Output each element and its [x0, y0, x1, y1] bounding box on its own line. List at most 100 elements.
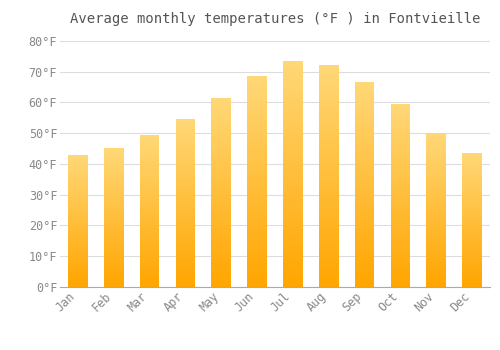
- Bar: [104, 238, 124, 240]
- Bar: [283, 104, 303, 106]
- Bar: [426, 141, 446, 142]
- Bar: [247, 194, 267, 196]
- Bar: [140, 152, 160, 153]
- Bar: [140, 197, 160, 198]
- Bar: [212, 274, 231, 276]
- Bar: [390, 170, 410, 172]
- Bar: [390, 234, 410, 236]
- Bar: [176, 146, 196, 148]
- Bar: [140, 168, 160, 170]
- Bar: [68, 248, 88, 250]
- Bar: [354, 138, 374, 140]
- Bar: [462, 284, 482, 286]
- Bar: [140, 244, 160, 246]
- Bar: [390, 192, 410, 194]
- Bar: [462, 253, 482, 255]
- Bar: [354, 130, 374, 131]
- Bar: [462, 162, 482, 164]
- Bar: [319, 161, 338, 163]
- Bar: [283, 147, 303, 149]
- Bar: [247, 192, 267, 194]
- Bar: [426, 186, 446, 187]
- Bar: [68, 159, 88, 160]
- Bar: [104, 219, 124, 220]
- Bar: [176, 121, 196, 122]
- Bar: [390, 271, 410, 272]
- Bar: [68, 165, 88, 167]
- Bar: [104, 197, 124, 198]
- Bar: [176, 208, 196, 210]
- Bar: [390, 128, 410, 130]
- Bar: [283, 237, 303, 239]
- Bar: [212, 198, 231, 200]
- Bar: [176, 277, 196, 279]
- Bar: [176, 134, 196, 136]
- Bar: [176, 126, 196, 128]
- Bar: [247, 120, 267, 122]
- Bar: [390, 225, 410, 226]
- Bar: [283, 108, 303, 111]
- Bar: [212, 128, 231, 130]
- Bar: [247, 270, 267, 272]
- Bar: [212, 177, 231, 179]
- Bar: [212, 102, 231, 103]
- Bar: [283, 273, 303, 276]
- Bar: [390, 201, 410, 203]
- Bar: [390, 265, 410, 267]
- Bar: [462, 198, 482, 200]
- Bar: [68, 258, 88, 259]
- Bar: [390, 247, 410, 248]
- Bar: [247, 171, 267, 173]
- Bar: [212, 134, 231, 135]
- Bar: [354, 135, 374, 138]
- Bar: [140, 243, 160, 244]
- Bar: [68, 260, 88, 262]
- Bar: [140, 279, 160, 281]
- Bar: [283, 156, 303, 158]
- Bar: [426, 189, 446, 190]
- Bar: [212, 126, 231, 128]
- Bar: [247, 258, 267, 260]
- Bar: [68, 213, 88, 214]
- Bar: [68, 226, 88, 228]
- Bar: [319, 249, 338, 252]
- Bar: [426, 207, 446, 209]
- Bar: [319, 282, 338, 285]
- Bar: [390, 274, 410, 276]
- Bar: [140, 153, 160, 154]
- Bar: [247, 106, 267, 108]
- Bar: [462, 266, 482, 267]
- Bar: [140, 163, 160, 165]
- Bar: [283, 285, 303, 287]
- Bar: [247, 180, 267, 182]
- Bar: [68, 275, 88, 276]
- Bar: [426, 212, 446, 213]
- Bar: [390, 261, 410, 263]
- Bar: [68, 201, 88, 202]
- Bar: [140, 170, 160, 171]
- Bar: [104, 229, 124, 230]
- Bar: [212, 247, 231, 249]
- Bar: [283, 151, 303, 154]
- Bar: [462, 244, 482, 245]
- Bar: [176, 156, 196, 158]
- Bar: [68, 205, 88, 206]
- Bar: [426, 210, 446, 212]
- Bar: [426, 144, 446, 145]
- Bar: [390, 137, 410, 139]
- Bar: [68, 286, 88, 287]
- Bar: [247, 251, 267, 253]
- Bar: [68, 267, 88, 268]
- Bar: [104, 180, 124, 182]
- Bar: [247, 274, 267, 277]
- Bar: [426, 142, 446, 144]
- Bar: [247, 249, 267, 251]
- Bar: [104, 208, 124, 209]
- Bar: [354, 191, 374, 193]
- Bar: [68, 161, 88, 162]
- Bar: [426, 153, 446, 155]
- Bar: [390, 135, 410, 137]
- Bar: [68, 234, 88, 236]
- Bar: [104, 200, 124, 201]
- Bar: [354, 162, 374, 164]
